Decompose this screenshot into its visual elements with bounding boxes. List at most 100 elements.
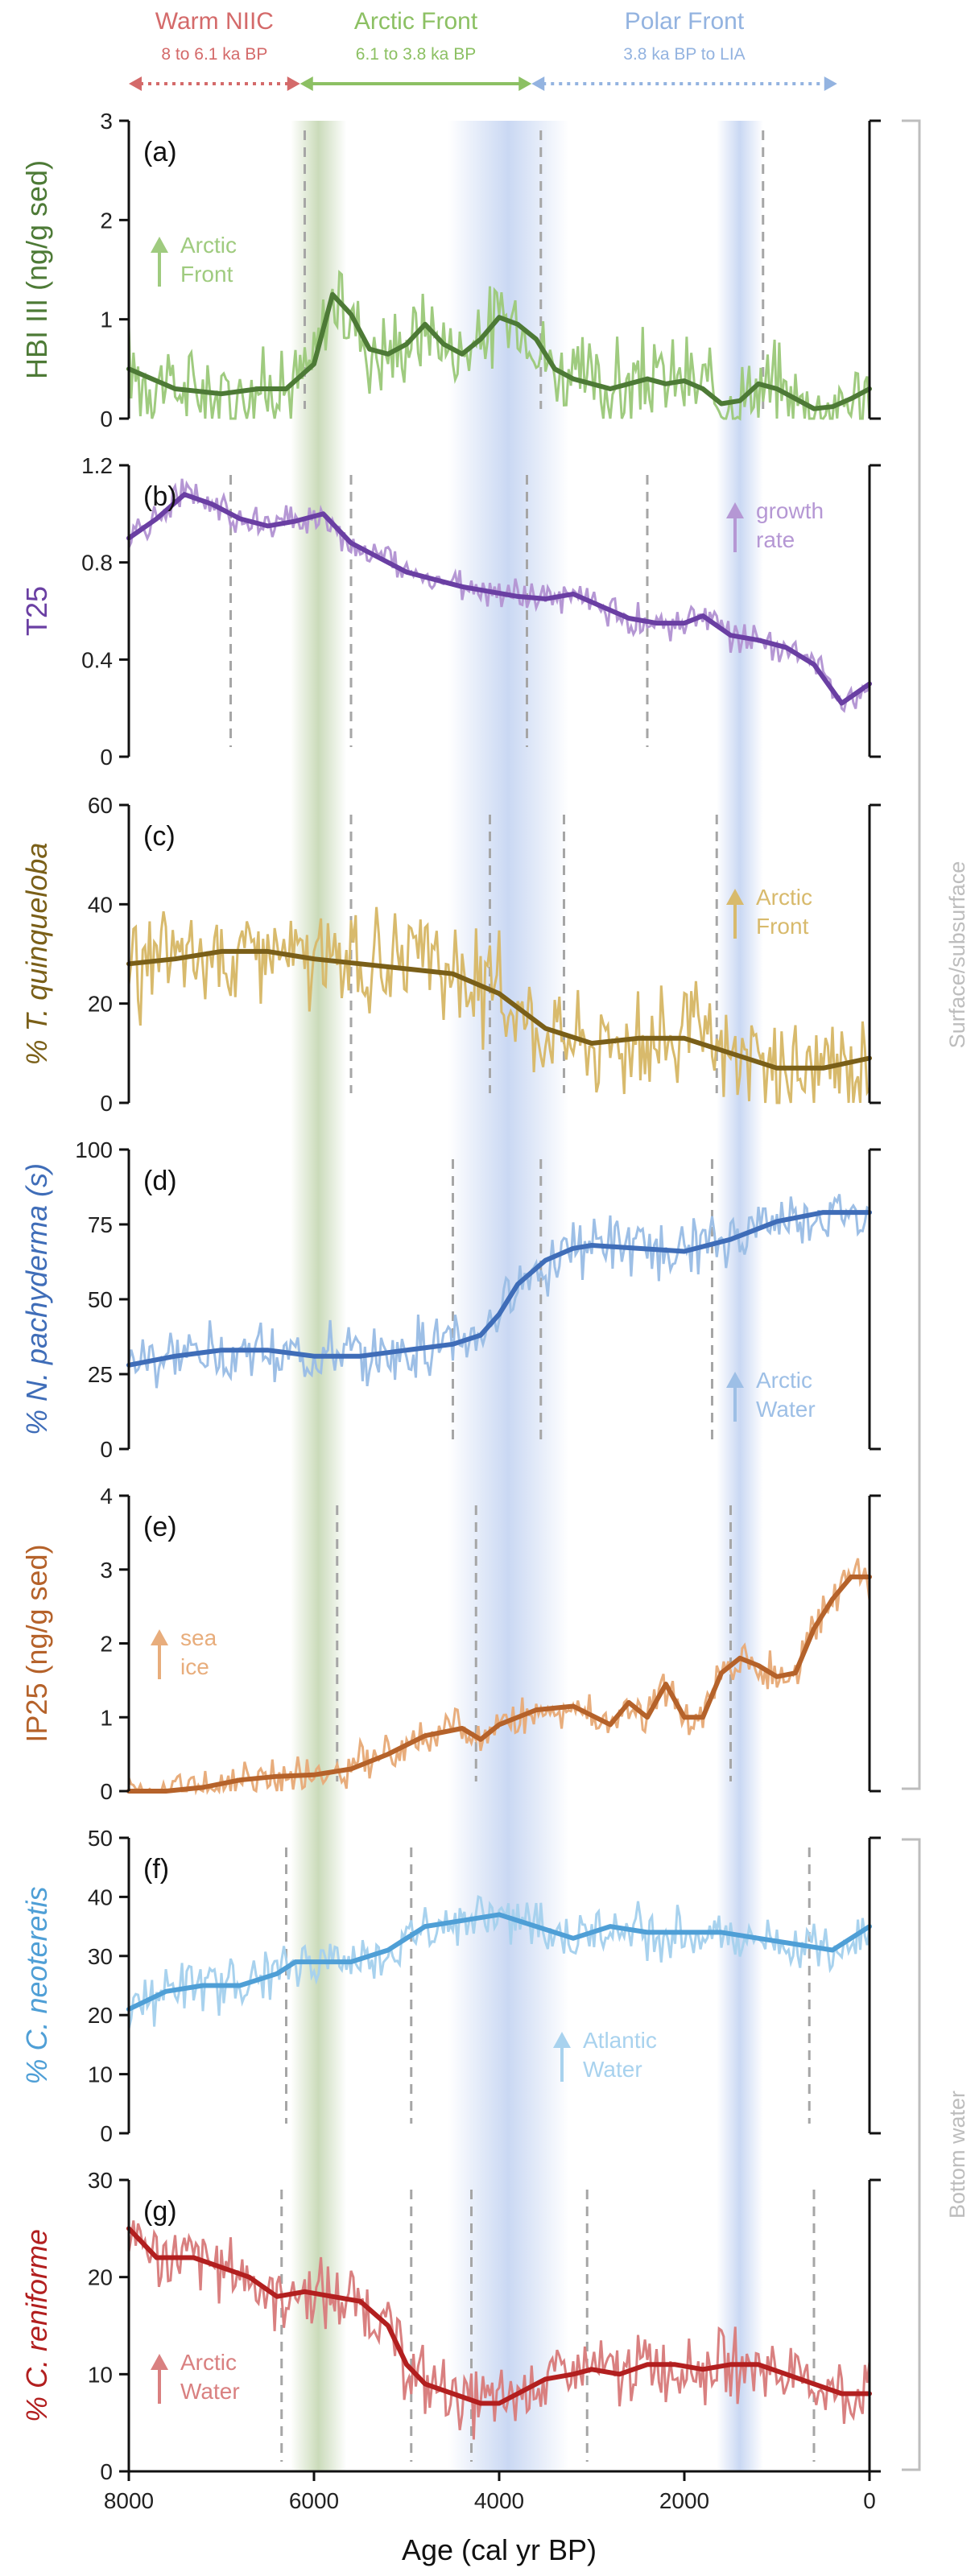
x-tick-label: 4000 [474,2488,524,2513]
phase-title-0: Warm NIIC [155,8,274,35]
phase-subtitle-0: 8 to 6.1 ka BP [161,45,267,64]
up-arrow-icon [726,889,744,905]
panel-3: 0 25 50 75 100 (d) % N. pachyderma (s) Arctic Wa… [20,1137,881,1462]
y-tick-label: 75 [88,1212,113,1237]
up-arrow-icon [726,502,744,518]
y-tick-label: 3 [100,109,113,134]
raw-data-line [127,1194,870,1389]
x-tick-label: 2000 [659,2488,709,2513]
smoothed-series-line [126,492,872,706]
y-tick-label: 40 [88,892,113,917]
y-tick-label: 50 [88,1287,113,1312]
smoothed-series-line [126,2226,872,2406]
y-tick-label: 0 [100,2459,113,2484]
annotation-text: Arctic [756,885,812,910]
up-arrow-icon [553,2032,571,2048]
panel-letter: (c) [143,821,176,852]
panel-1: 0 0.4 0.8 1.2 (b) T25 growth rate [20,453,881,770]
phase-subtitle-2: 3.8 ka BP to LIA [623,45,745,64]
annotation-text: Front [756,914,809,939]
annotation-text: Arctic [756,1368,812,1393]
y-tick-label: 2 [100,1632,113,1657]
phase-arrowhead-right-icon [518,76,532,91]
y-tick-label: 20 [88,2265,113,2290]
smoothed-series-line [126,948,872,1071]
panel-4: 0 1 2 3 4 (e) IP25 (ng/g sed) sea ice [20,1484,881,1804]
annotation-text: Water [180,2379,240,2404]
y-tick-label: 0 [100,1437,113,1462]
panel-letter: (f) [143,1854,169,1885]
annotation-text: Water [583,2057,642,2082]
x-axis-title: Age (cal yr BP) [402,2533,597,2566]
x-tick-label: 0 [863,2488,876,2513]
bottom-water-bracket [902,1838,921,2471]
y-axis-title: HBI III (ng/g sed) [20,160,53,379]
y-tick-label: 4 [100,1484,113,1509]
y-tick-label: 0 [100,2121,113,2146]
annotation-text: sea [180,1625,217,1650]
panel-0: 0 1 2 3 (a) HBI III (ng/g sed) Arctic Front [20,109,881,431]
y-tick-label: 100 [75,1137,113,1162]
panel-letter: (a) [143,137,177,167]
y-tick-label: 0.8 [81,551,113,576]
y-tick-label: 30 [88,2168,113,2193]
annotation-text: ice [180,1654,209,1679]
y-tick-label: 20 [88,992,113,1017]
y-tick-label: 1.2 [81,453,113,478]
panel-letter: (g) [143,2196,177,2227]
annotation-text: rate [756,527,795,552]
smoothed-series-line [126,291,872,411]
y-axis-title: % N. pachyderma (s) [20,1163,53,1435]
y-axis-title: % C. reniforme [20,2229,53,2422]
phase-arrowhead-right-icon [287,76,300,91]
phase-arrowhead-right-icon [824,76,837,91]
smoothed-series-line [126,1912,872,2012]
up-arrow-icon [726,1372,744,1388]
surface-subsurface-label: Surface/subsurface [945,861,969,1049]
shaded-interval-band [291,121,347,2471]
y-tick-label: 0 [100,1779,113,1804]
x-tick-label: 8000 [104,2488,154,2513]
y-tick-label: 1 [100,1705,113,1730]
annotation-text: growth [756,498,824,523]
y-tick-label: 40 [88,1885,113,1909]
annotation-text: Arctic [180,2350,237,2375]
y-axis-title: % T. quinqueloba [20,843,53,1066]
y-tick-label: 0 [100,745,113,770]
y-tick-label: 1 [100,308,113,332]
panel-letter: (b) [143,481,177,512]
phase-title-1: Arctic Front [354,8,478,35]
panel-6: 0 10 20 30 (g) % C. reniforme Arctic Water [20,2168,881,2484]
y-tick-label: 3 [100,1558,113,1583]
raw-data-line [127,906,871,1104]
y-tick-label: 0.4 [81,647,113,672]
smoothed-series-line [126,1574,872,1794]
phase-title-2: Polar Front [625,8,745,35]
panel-2: 0 20 40 60 (c) % T. quinqueloba Arctic Front [20,793,881,1116]
y-tick-label: 10 [88,2362,113,2387]
raw-data-line [127,1895,871,2029]
panel-letter: (d) [143,1166,177,1196]
x-tick-label: 6000 [289,2488,339,2513]
phase-arrowhead-left-icon [299,76,313,91]
bottom-water-label: Bottom water [945,2091,969,2219]
y-tick-label: 50 [88,1826,113,1851]
y-axis-title: T25 [20,586,53,636]
y-axis-title: % C. neoteretis [20,1886,53,2084]
y-tick-label: 30 [88,1944,113,1969]
y-tick-label: 2 [100,208,113,233]
y-tick-label: 0 [100,1091,113,1116]
annotation-text: Atlantic [583,2028,657,2053]
surface-subsurface-bracket [902,119,921,1790]
up-arrow-icon [151,1629,168,1645]
y-tick-label: 0 [100,407,113,431]
y-tick-label: 20 [88,2003,113,2028]
annotation-text: Front [180,262,233,287]
phase-arrowhead-left-icon [129,76,142,91]
y-tick-label: 60 [88,793,113,818]
annotation-text: Water [756,1397,816,1422]
shaded-interval-band [717,121,763,2471]
y-axis-title: IP25 (ng/g sed) [20,1544,53,1742]
